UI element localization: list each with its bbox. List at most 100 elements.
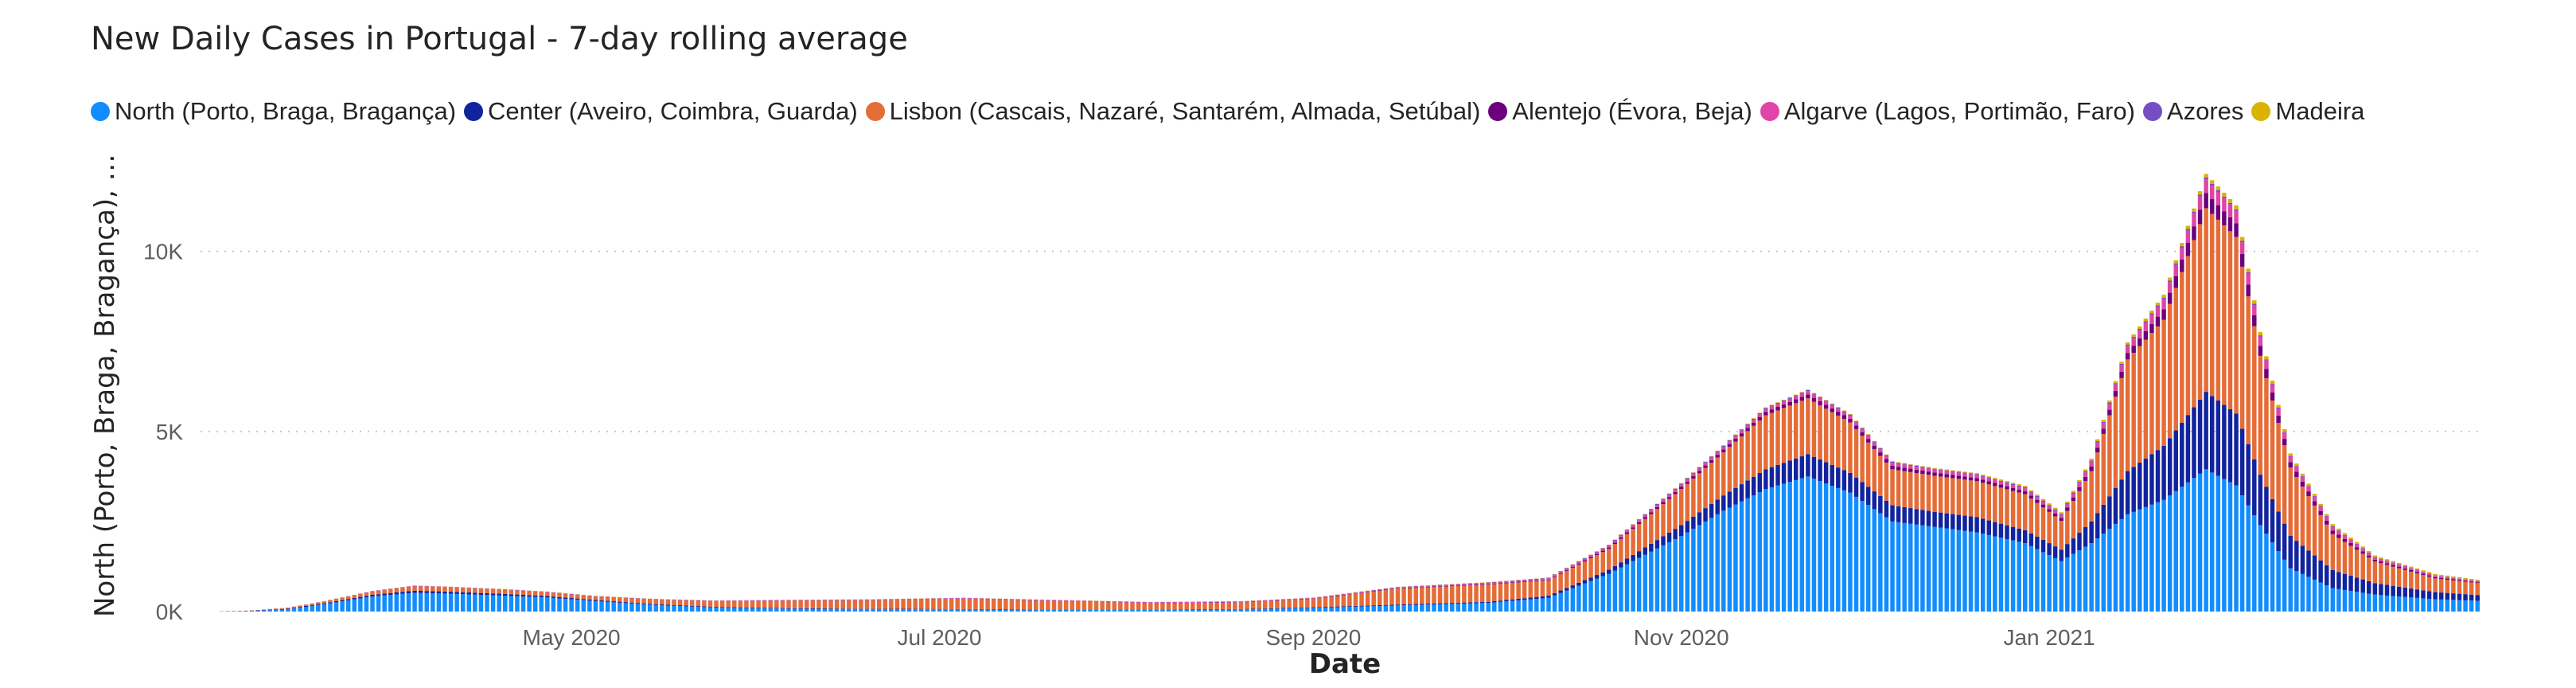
- bar-segment: [2149, 454, 2154, 505]
- bar-segment: [1853, 421, 1859, 423]
- bar-segment: [1449, 584, 1455, 585]
- bar-segment: [2089, 461, 2094, 467]
- bar-segment: [515, 590, 520, 595]
- bar-segment: [279, 608, 285, 610]
- legend-item[interactable]: Azores: [2142, 97, 2243, 126]
- bar-segment: [997, 600, 1002, 610]
- bar-segment: [1926, 526, 1931, 612]
- bar-segment: [2023, 543, 2028, 612]
- bar-segment: [1872, 440, 1877, 442]
- legend-item[interactable]: Algarve (Lagos, Portimão, Faro): [1760, 97, 2135, 126]
- bar-segment: [2059, 561, 2064, 612]
- bar-segment: [2463, 580, 2468, 582]
- bar-segment: [1582, 558, 1588, 561]
- bar-segment: [2391, 585, 2395, 596]
- bar-segment: [2239, 240, 2245, 243]
- legend-item[interactable]: North (Porto, Braga, Bragança): [91, 97, 456, 126]
- bar-segment: [1836, 467, 1841, 488]
- bar-segment: [1878, 448, 1883, 450]
- bars: [219, 174, 2480, 612]
- bar-segment: [1292, 608, 1298, 612]
- bar-segment: [2318, 506, 2323, 511]
- bar-segment: [1118, 602, 1123, 610]
- bar-segment: [1673, 494, 1678, 530]
- bar-segment: [1444, 584, 1448, 585]
- bar-segment: [1220, 601, 1226, 603]
- bar-segment: [1685, 479, 1690, 482]
- bar-segment: [1136, 609, 1141, 612]
- bar-segment: [906, 600, 912, 609]
- bar-segment: [1757, 420, 1762, 474]
- bar-segment: [2065, 507, 2070, 511]
- bar-segment: [1413, 604, 1418, 605]
- bar-segment: [2083, 472, 2088, 477]
- bar-segment: [1993, 483, 1997, 487]
- bar-segment: [2167, 495, 2173, 612]
- bar-segment: [1679, 487, 1684, 490]
- bar-segment: [1552, 574, 1557, 576]
- bar-segment: [1341, 595, 1346, 596]
- bar-segment: [2180, 259, 2184, 272]
- legend-item[interactable]: Lisbon (Cascais, Nazaré, Santarém, Almad…: [865, 97, 1480, 126]
- bar-segment: [1715, 457, 1720, 500]
- bar-segment: [1124, 601, 1129, 603]
- bar-segment: [2439, 576, 2444, 578]
- bar-segment: [316, 604, 321, 612]
- bar-segment: [2282, 428, 2287, 432]
- bar-segment: [539, 597, 544, 612]
- bar-segment: [2330, 534, 2336, 570]
- bar-segment: [376, 591, 381, 595]
- bar-segment: [267, 608, 272, 610]
- bar-segment: [2047, 543, 2052, 556]
- bar-segment: [611, 596, 616, 598]
- bar-segment: [2282, 439, 2287, 446]
- bar-segment: [557, 598, 562, 612]
- bar-segment: [1902, 463, 1907, 464]
- bar-segment: [883, 608, 887, 612]
- bar-segment: [418, 590, 423, 593]
- bar-segment: [1576, 561, 1581, 562]
- bar-segment: [1335, 607, 1340, 612]
- bar-segment: [1775, 402, 1780, 403]
- bar-segment: [2276, 511, 2281, 552]
- bar-segment: [2119, 377, 2124, 480]
- bar-segment: [1504, 580, 1509, 582]
- bar-segment: [1479, 602, 1485, 604]
- bar-segment: [2403, 596, 2407, 612]
- bar-segment: [840, 608, 845, 612]
- bar-segment: [1836, 415, 1841, 468]
- bar-segment: [2396, 565, 2402, 567]
- bar-segment: [925, 598, 930, 600]
- bar-segment: [2197, 209, 2203, 225]
- bar-segment: [478, 588, 484, 593]
- bar-segment: [1565, 570, 1569, 588]
- bar-segment: [1986, 476, 1992, 478]
- bar-segment: [1371, 590, 1376, 592]
- bar-segment: [1938, 470, 1943, 474]
- bar-segment: [1184, 603, 1189, 610]
- bar-segment: [2403, 569, 2407, 588]
- bar-segment: [2143, 322, 2149, 331]
- bar-segment: [2288, 455, 2293, 457]
- bar-segment: [2197, 473, 2203, 612]
- bar-segment: [2131, 511, 2136, 612]
- bar-segment: [961, 598, 966, 599]
- bar-segment: [599, 600, 604, 602]
- legend-item[interactable]: Center (Aveiro, Coimbra, Guarda): [464, 97, 858, 126]
- bar-segment: [2185, 482, 2191, 612]
- bar-segment: [997, 599, 1002, 600]
- bar-segment: [1884, 517, 1889, 612]
- bar-segment: [575, 595, 580, 599]
- bar-segment: [1486, 583, 1491, 584]
- bar-segment: [2414, 573, 2420, 590]
- bar-segment: [1715, 499, 1720, 514]
- bar-segment: [991, 598, 996, 600]
- bar-segment: [352, 599, 357, 612]
- bar-segment: [448, 592, 454, 594]
- bar-segment: [1853, 428, 1859, 478]
- bar-segment: [1401, 588, 1406, 604]
- legend-item[interactable]: Madeira: [2251, 97, 2364, 126]
- bar-segment: [1335, 595, 1340, 596]
- legend-item[interactable]: Alentejo (Évora, Beja): [1488, 97, 1752, 126]
- bar-segment: [1552, 592, 1557, 596]
